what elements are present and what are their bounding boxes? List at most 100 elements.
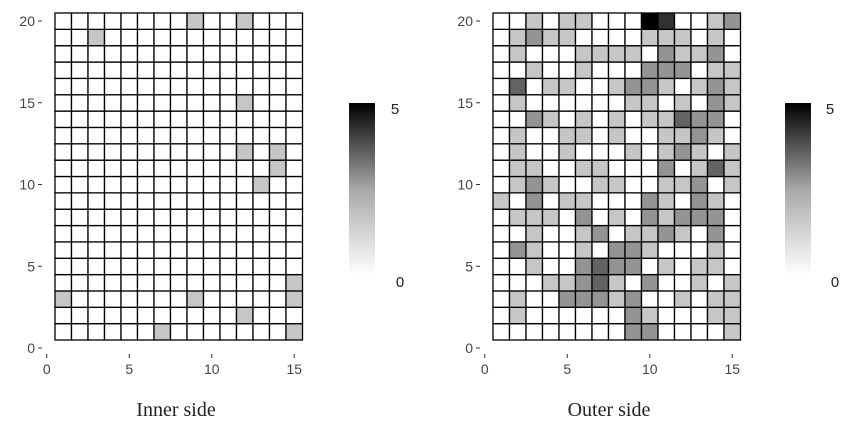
heatmap-cell bbox=[202, 273, 221, 292]
heatmap-cell bbox=[120, 192, 139, 210]
y-tick-label: 20 bbox=[19, 13, 35, 29]
heatmap-cell bbox=[525, 126, 544, 145]
heatmap-cell bbox=[541, 306, 560, 325]
heatmap-cell bbox=[136, 273, 155, 292]
heatmap-cell bbox=[525, 61, 544, 80]
heatmap-cell bbox=[70, 208, 89, 227]
heatmap-cell bbox=[103, 192, 122, 210]
heatmap-cell bbox=[607, 306, 626, 325]
heatmap-cell bbox=[120, 12, 139, 31]
heatmap-cell bbox=[169, 273, 188, 292]
heatmap-cell bbox=[235, 306, 254, 325]
heatmap-cell bbox=[657, 192, 676, 210]
heatmap-cell bbox=[70, 241, 89, 259]
heatmap-cell bbox=[640, 143, 659, 161]
heatmap-cell bbox=[54, 224, 73, 243]
heatmap-cell bbox=[706, 224, 725, 243]
heatmap-cell bbox=[541, 257, 560, 276]
heatmap-cell bbox=[508, 28, 527, 47]
heatmap-cell bbox=[252, 192, 271, 210]
heatmap-cell bbox=[673, 322, 692, 341]
heatmap-cell bbox=[252, 257, 271, 276]
heatmap-cell bbox=[706, 159, 725, 178]
heatmap-cell bbox=[169, 306, 188, 325]
heatmap-cell bbox=[136, 143, 155, 161]
heatmap-cell bbox=[508, 94, 527, 112]
heatmap-cell bbox=[268, 322, 287, 341]
heatmap-cell bbox=[186, 94, 205, 112]
heatmap-cell bbox=[252, 159, 271, 178]
heatmap-cell bbox=[235, 45, 254, 63]
heatmap-cell bbox=[70, 126, 89, 145]
heatmap-cell bbox=[87, 208, 106, 227]
heatmap-cell bbox=[252, 241, 271, 259]
heatmap-cell bbox=[153, 175, 172, 194]
heatmap-cell bbox=[673, 290, 692, 308]
heatmap-cell bbox=[70, 110, 89, 129]
heatmap-cell bbox=[120, 241, 139, 259]
heatmap-cell bbox=[541, 110, 560, 129]
heatmap-cell bbox=[235, 110, 254, 129]
heatmap-cell bbox=[219, 94, 238, 112]
heatmap-cell bbox=[153, 94, 172, 112]
heatmap-cell bbox=[219, 224, 238, 243]
heatmap-cell bbox=[235, 208, 254, 227]
heatmap-cell bbox=[252, 290, 271, 308]
heatmap-cell bbox=[673, 110, 692, 129]
heatmap-cell bbox=[87, 110, 106, 129]
heatmap-cell bbox=[136, 77, 155, 96]
heatmap-cell bbox=[120, 77, 139, 96]
heatmap-cell bbox=[103, 175, 122, 194]
heatmap-cell bbox=[252, 110, 271, 129]
heatmap-cell bbox=[186, 159, 205, 178]
heatmap-cell bbox=[690, 110, 709, 129]
heatmap-cell bbox=[219, 322, 238, 341]
heatmap-cell bbox=[169, 192, 188, 210]
heatmap-cell bbox=[525, 306, 544, 325]
heatmap-cell bbox=[541, 94, 560, 112]
heatmap-cell bbox=[252, 273, 271, 292]
heatmap-cell bbox=[640, 208, 659, 227]
heatmap-cell bbox=[640, 192, 659, 210]
heatmap-cell bbox=[120, 208, 139, 227]
heatmap-panel-inner: 0 5 10 15 0 5 10 15 20 Inner side bbox=[19, 12, 304, 421]
heatmap-cell bbox=[87, 126, 106, 145]
heatmap-cell bbox=[285, 110, 304, 129]
heatmap-cell bbox=[706, 192, 725, 210]
heatmap-cell bbox=[525, 273, 544, 292]
heatmap-cell bbox=[673, 94, 692, 112]
heatmap-cell bbox=[492, 306, 511, 325]
heatmap-cell bbox=[268, 192, 287, 210]
heatmap-cell bbox=[508, 208, 527, 227]
legend-min-label: 0 bbox=[396, 274, 404, 291]
heatmap-cell bbox=[607, 224, 626, 243]
heatmap-cell bbox=[624, 126, 643, 145]
heatmap-cell bbox=[508, 45, 527, 63]
heatmap-cell bbox=[103, 306, 122, 325]
heatmap-cell bbox=[120, 110, 139, 129]
heatmap-cell bbox=[508, 273, 527, 292]
heatmap-cell bbox=[169, 322, 188, 341]
heatmap-cell bbox=[169, 143, 188, 161]
heatmap-cell bbox=[235, 175, 254, 194]
heatmap-cell bbox=[723, 77, 742, 96]
heatmap-cell bbox=[186, 126, 205, 145]
heatmap-cell bbox=[607, 159, 626, 178]
heatmap-cell bbox=[87, 28, 106, 47]
heatmap-cell bbox=[591, 94, 610, 112]
heatmap-cell bbox=[574, 290, 593, 308]
heatmap-cell bbox=[690, 273, 709, 292]
heatmap-cell bbox=[574, 94, 593, 112]
heatmap-cell bbox=[558, 77, 577, 96]
heatmap-cell bbox=[285, 61, 304, 80]
heatmap-cell bbox=[202, 175, 221, 194]
heatmap-cell bbox=[508, 126, 527, 145]
heatmap-cell bbox=[508, 12, 527, 31]
heatmap-cell bbox=[70, 257, 89, 276]
heatmap-cell bbox=[525, 175, 544, 194]
heatmap-cell bbox=[525, 257, 544, 276]
heatmap-cell bbox=[624, 175, 643, 194]
heatmap-cell bbox=[574, 159, 593, 178]
legend-max-label: 5 bbox=[391, 101, 399, 118]
